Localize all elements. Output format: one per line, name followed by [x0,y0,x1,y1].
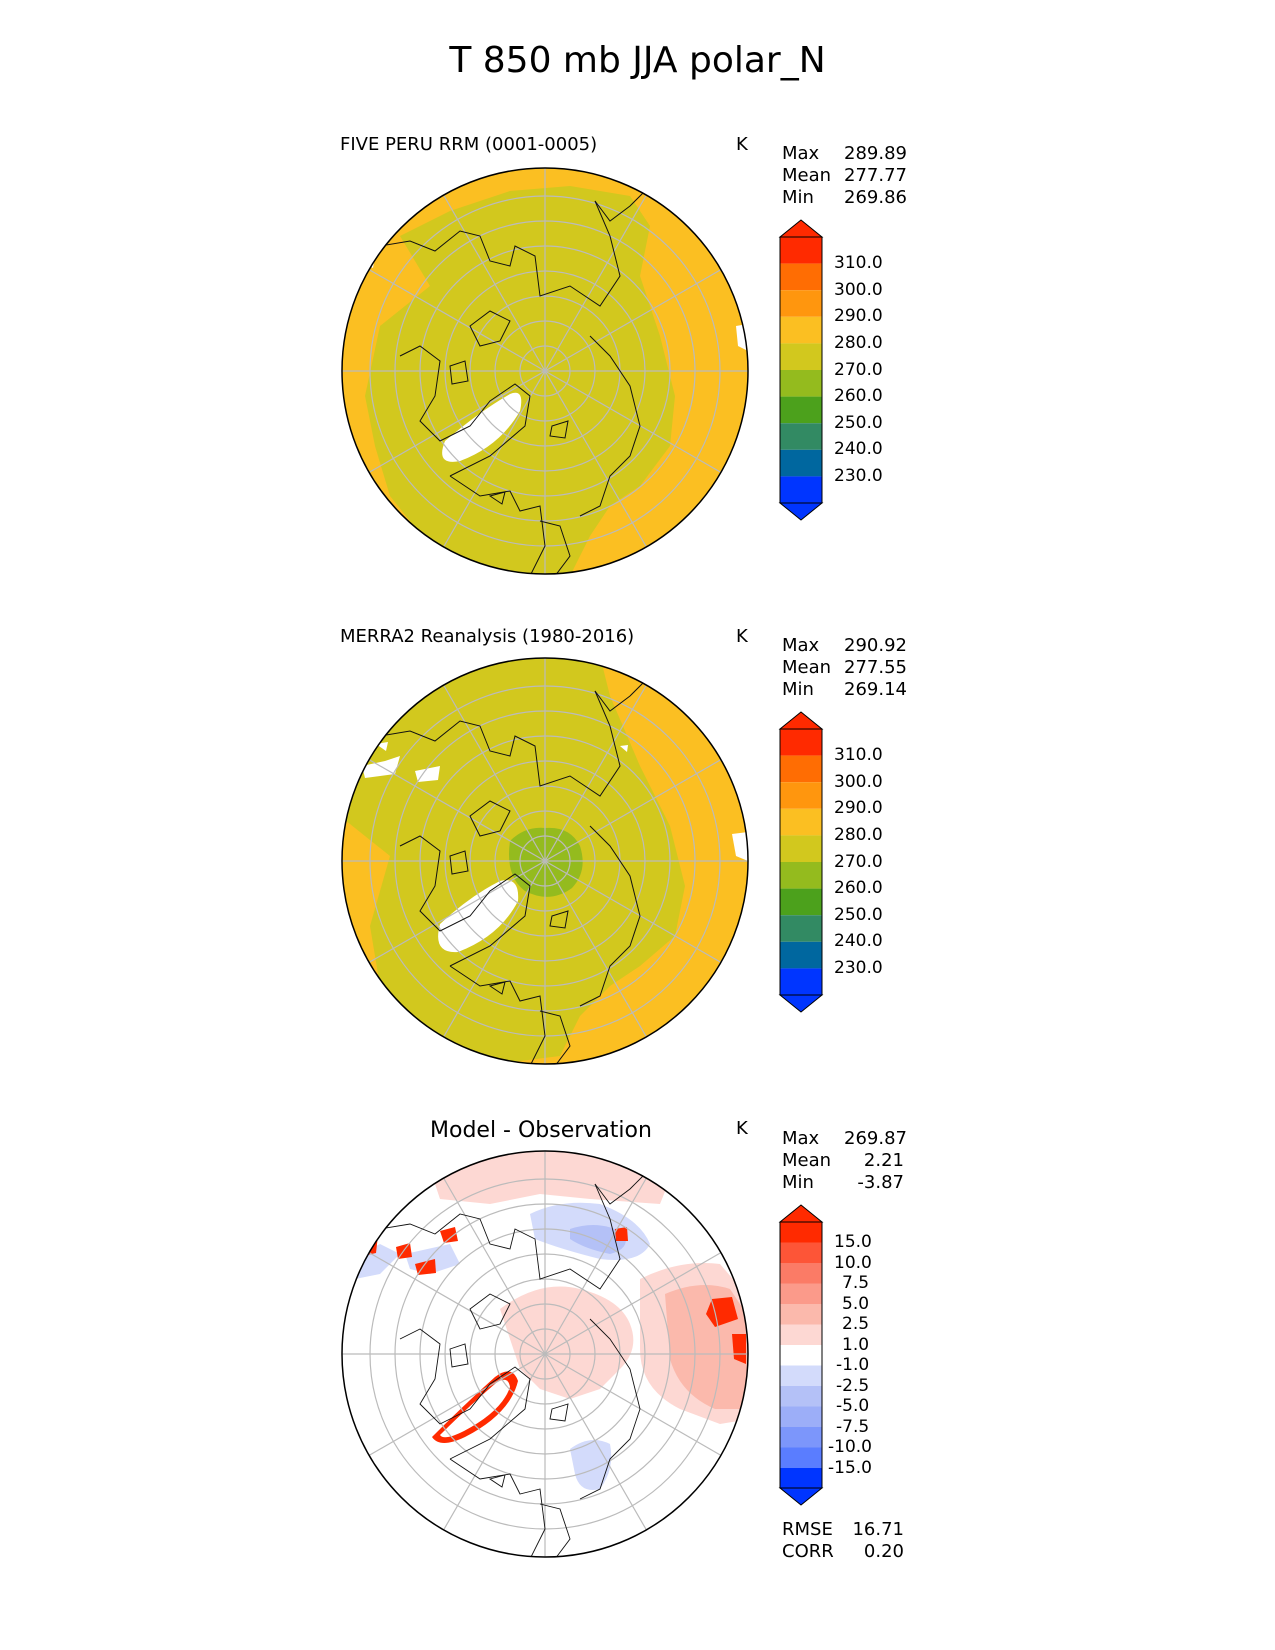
missing-data-region [438,880,519,953]
coastlines [379,190,646,574]
colorbar-swatches [778,219,824,521]
coastlines [379,680,646,1064]
colorbar-tick-label: -1.0 [836,1355,870,1375]
colorbar-tick-label: -15.0 [828,1458,872,1478]
colorbar-swatches [778,711,824,1013]
positive-strong-region [732,1334,746,1364]
colorbar-tick-label: 270.0 [834,360,883,380]
colorbar-tick-label: 230.0 [834,958,883,978]
map-boundary [341,167,749,575]
stat-value: 277.77 [844,165,907,186]
panel-1-units: K [736,134,748,155]
colorbar-tick-label: -10.0 [828,1437,872,1457]
metric-value: 0.20 [863,1541,904,1562]
mid-temperature-region [365,186,675,574]
stat-value: 277.55 [844,657,907,678]
colorbar-tick-label: 310.0 [834,745,883,765]
panel-1-title: FIVE PERU RRM (0001-0005) [340,134,598,155]
colorbar-tick-label: 250.0 [834,413,883,433]
colorbar-tick-label: -7.5 [836,1417,870,1437]
metric-label: CORR [782,1541,834,1562]
stat-value: -3.87 [857,1172,904,1193]
stat-label: Mean [782,657,832,678]
colorbar-tick-label: -2.5 [836,1376,870,1396]
panel-3-title: Model - Observation [430,1118,652,1143]
negative-mid-region [570,1225,626,1254]
near-zero-region [440,1379,510,1438]
colorbar-tick-label: 240.0 [834,439,883,459]
colorbar-tick-label: 280.0 [834,333,883,353]
missing-data-region [360,256,375,268]
map-boundary [341,1150,749,1558]
colorbar-tick-label: 270.0 [834,852,883,872]
stat-value: 290.92 [844,635,907,656]
panel-3-map [341,1150,749,1558]
positive-strong-region [615,1227,628,1241]
positive-strong-region [706,1297,738,1327]
stat-value: 269.86 [844,187,907,208]
panel-3-units: K [736,1118,748,1139]
map-boundary [341,657,749,1065]
colorbar-tick-label: 5.0 [842,1294,870,1314]
colorbar-tick-label: 310.0 [834,253,883,273]
figure-title: T 850 mb JJA polar_N [449,40,826,81]
positive-light-region [500,1286,634,1399]
colorbar-tick-label: -5.0 [836,1396,870,1416]
colorbar-swatches [778,1204,824,1506]
colorbar-tick-label: 10.0 [834,1253,872,1273]
colorbar-tick-label: 1.0 [842,1335,870,1355]
panel-2-title: MERRA2 Reanalysis (1980-2016) [340,626,635,647]
stat-label: Min [782,187,814,208]
panel-1-map [341,167,749,575]
positive-light-region [430,1151,670,1204]
stat-value: 289.89 [844,143,907,164]
stat-label: Min [782,1172,814,1193]
stat-label: Max [782,1128,820,1149]
missing-data-region [620,745,628,752]
negative-light-region [570,1440,612,1490]
stat-label: Mean [782,165,832,186]
panel-2-units: K [736,626,748,647]
colorbar-tick-label: 240.0 [834,931,883,951]
panel-3-stats: Max 269.87 Mean 2.21 Min -3.87 [782,1128,907,1194]
graticule [342,1151,748,1557]
colorbar-tick-label: 7.5 [842,1273,870,1293]
panel-3-metrics: RMSE 16.71 CORR 0.20 [782,1519,904,1563]
metric-value: 16.71 [852,1519,904,1540]
colorbar-tick-label: 260.0 [834,878,883,898]
stat-label: Max [782,143,820,164]
colorbar-tick-label: 300.0 [834,280,883,300]
colorbar-tick-label: 290.0 [834,306,883,326]
panel-1-stats: Max 289.89 Mean 277.77 Min 269.86 [782,143,907,209]
colorbar-tick-label: 280.0 [834,825,883,845]
panel-2-stats: Max 290.92 Mean 277.55 Min 269.14 [782,635,907,701]
metric-label: RMSE [782,1519,833,1540]
colorbar-tick-label: 300.0 [834,772,883,792]
colorbar-tick-label: 2.5 [842,1314,870,1334]
missing-data-region [442,392,522,462]
stat-label: Min [782,679,814,700]
colorbar-tick-label: 260.0 [834,386,883,406]
missing-data-region [732,832,748,861]
panel-2-map [341,657,749,1065]
stat-value: 269.87 [844,1128,907,1149]
stat-value: 2.21 [863,1150,904,1171]
colorbar-tick-label: 290.0 [834,798,883,818]
colorbar-tick-label: 230.0 [834,466,883,486]
stat-label: Mean [782,1150,832,1171]
missing-data-region [415,766,440,782]
colorbar-tick-label: 15.0 [834,1232,872,1252]
positive-strong-region [440,1227,458,1243]
coastlines [379,1173,646,1557]
colorbar-tick-label: 250.0 [834,905,883,925]
stat-value: 269.14 [844,679,907,700]
stat-label: Max [782,635,820,656]
